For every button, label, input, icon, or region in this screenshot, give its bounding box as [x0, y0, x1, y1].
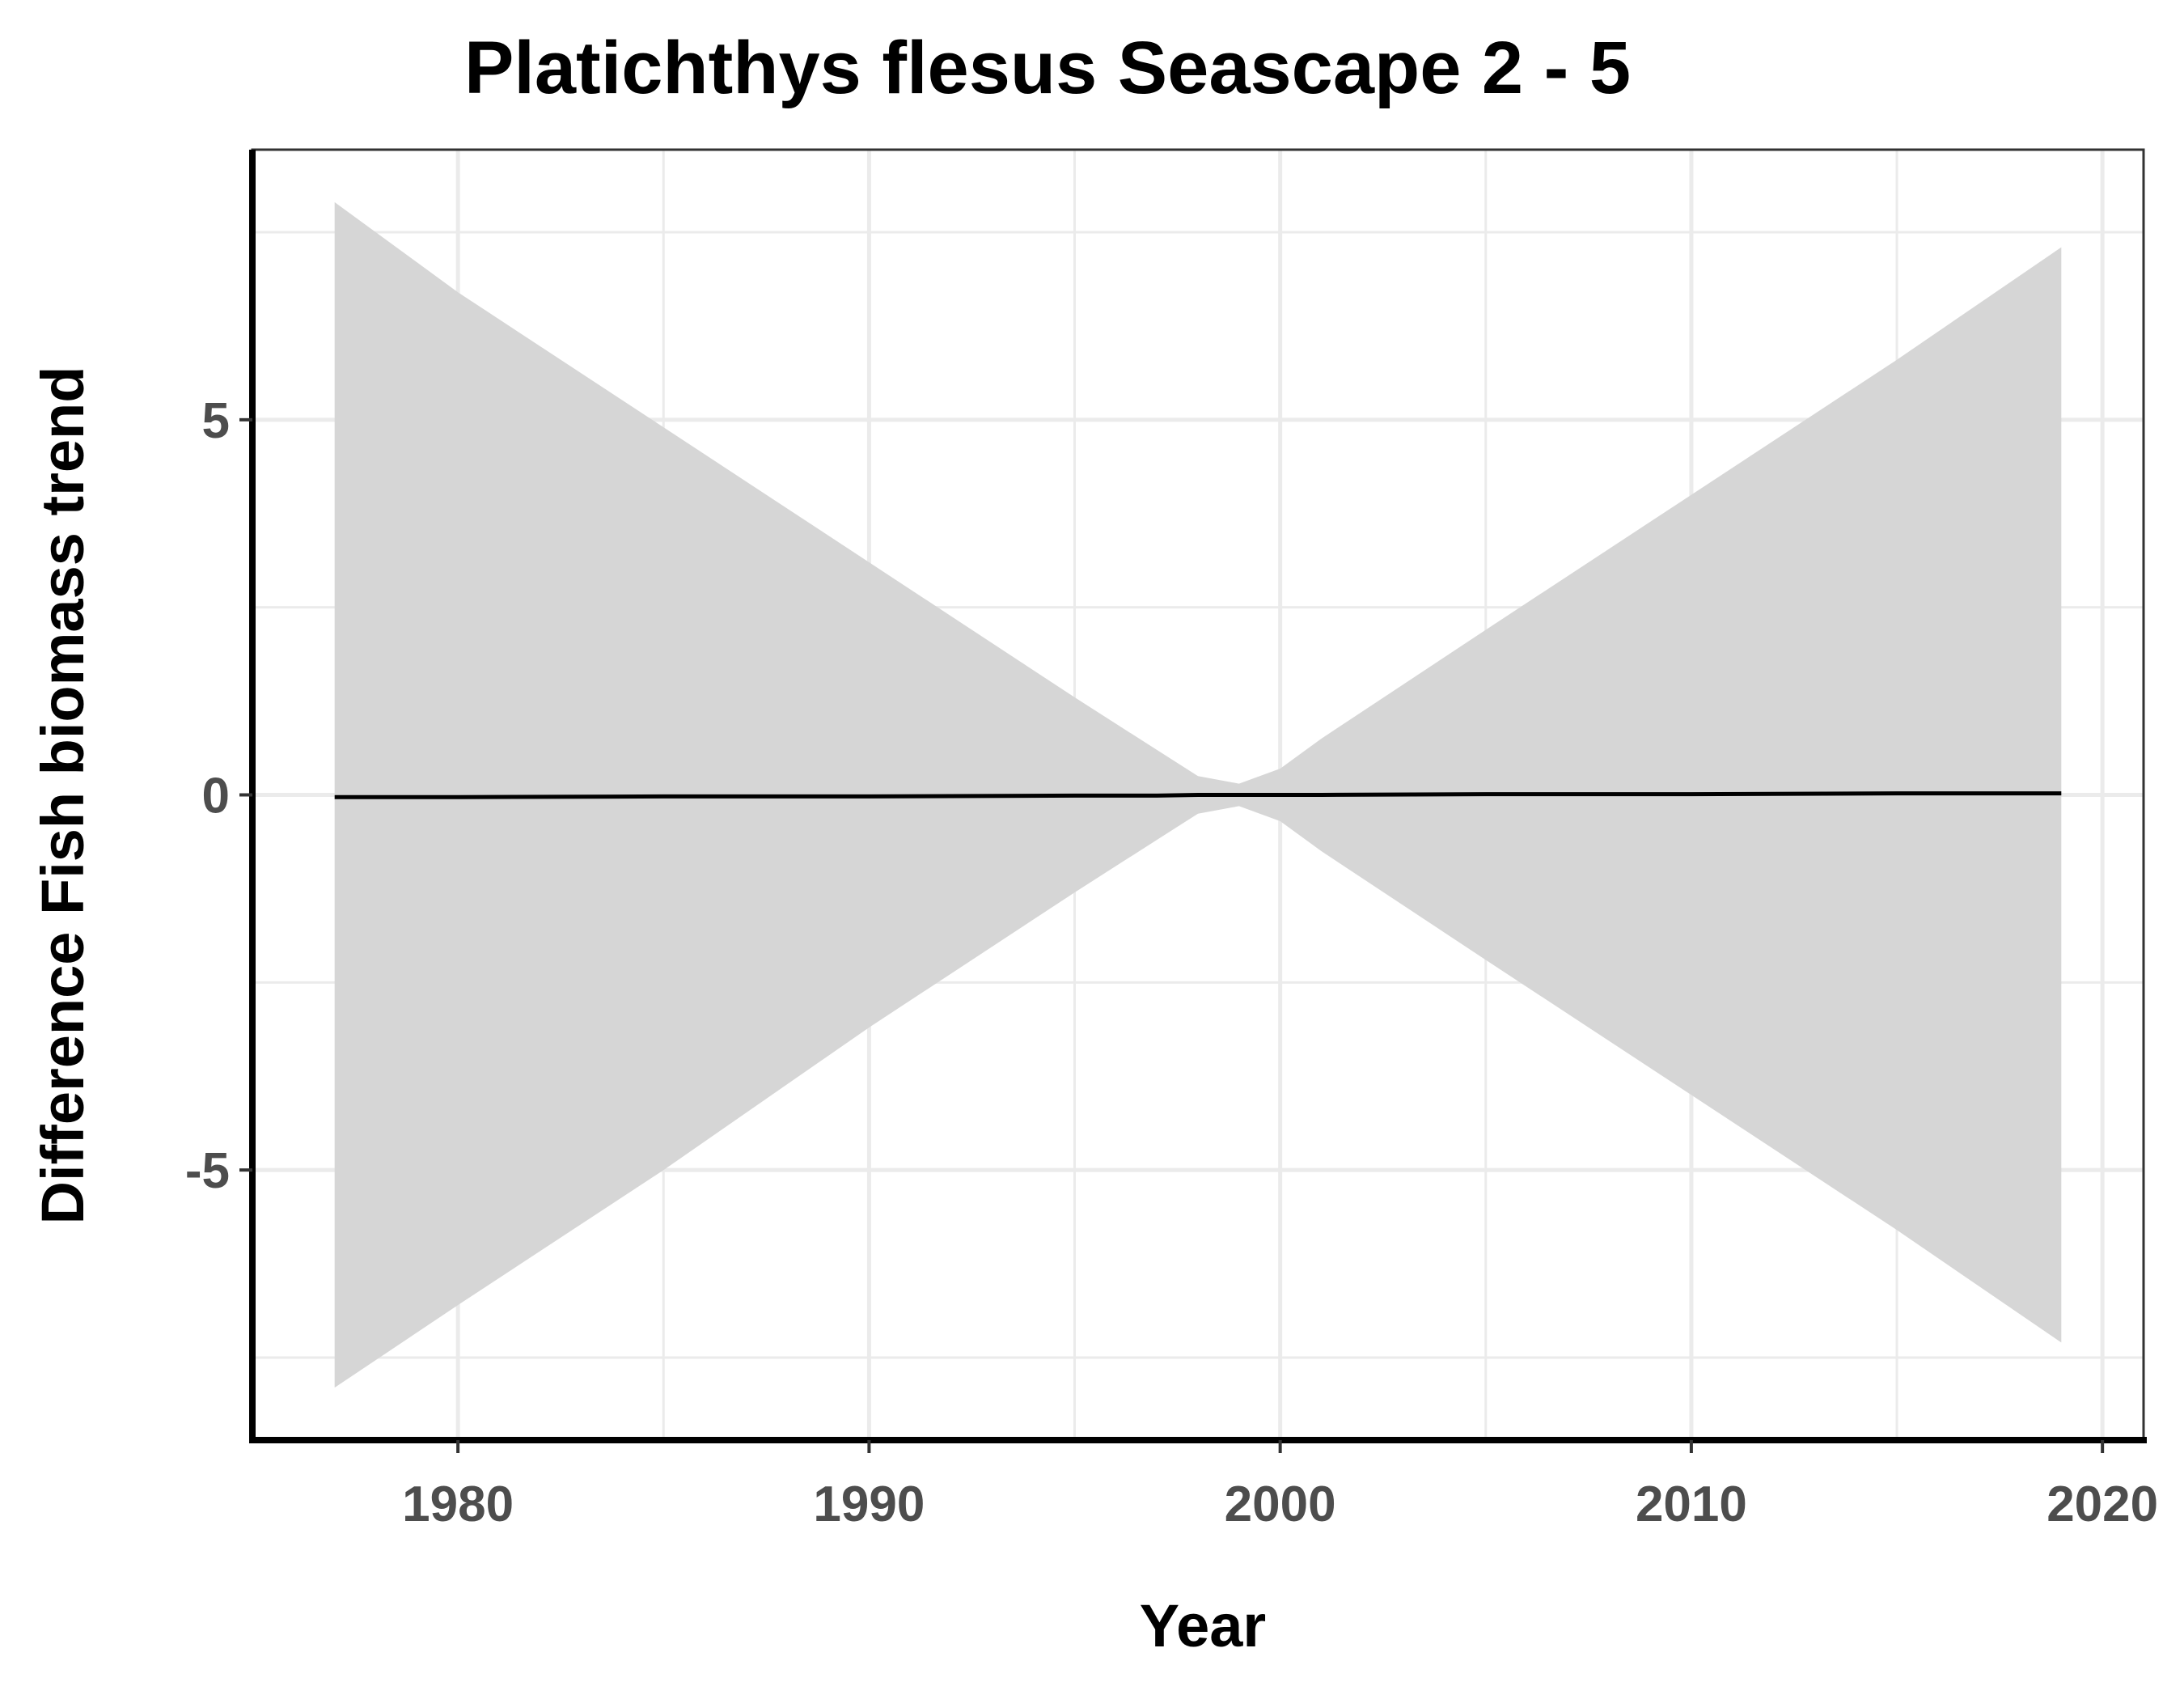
- x-tick-label: 2010: [1636, 1477, 1747, 1532]
- y-tick-label: 5: [202, 393, 230, 449]
- y-axis-title: Difference Fish biomass trend: [29, 366, 96, 1225]
- y-tick-label: -5: [185, 1143, 230, 1199]
- y-axis-ticks: -5 0 5: [185, 393, 252, 1199]
- x-axis-ticks: 1980 1990 2000 2010 2020: [402, 1440, 2158, 1532]
- chart-title: Platichthys flesus Seascape 2 - 5: [464, 27, 1631, 109]
- x-tick-label: 2020: [2046, 1477, 2158, 1532]
- x-tick-label: 1990: [813, 1477, 925, 1532]
- y-tick-label: 0: [202, 769, 230, 824]
- trend-line: [334, 791, 2062, 799]
- trend-line-layer: [334, 791, 2062, 799]
- x-tick-label: 2000: [1225, 1477, 1336, 1532]
- x-tick-label: 1980: [402, 1477, 514, 1532]
- x-axis-title: Year: [1140, 1592, 1266, 1659]
